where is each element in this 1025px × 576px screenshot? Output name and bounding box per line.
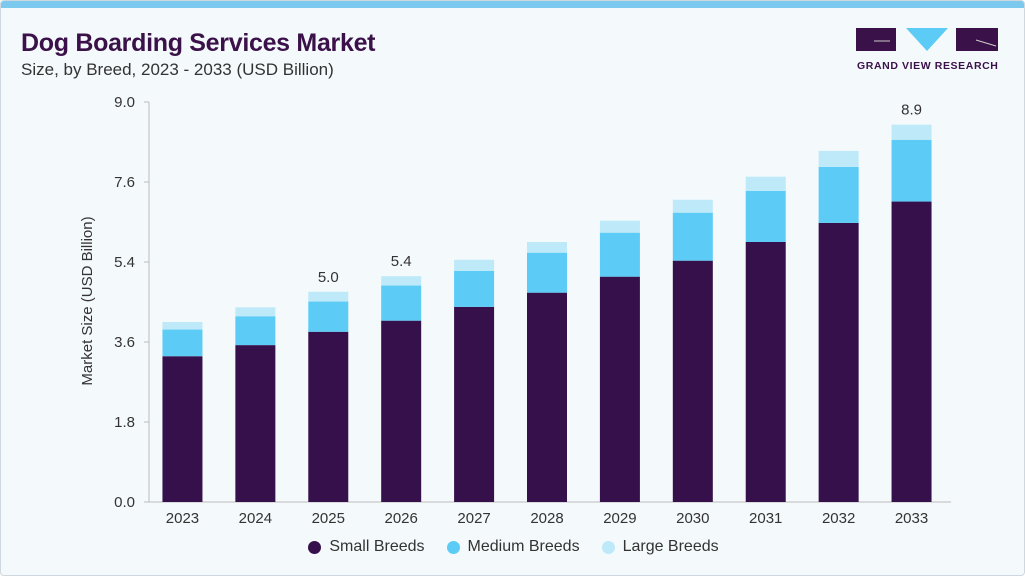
bar-large-breeds bbox=[454, 259, 495, 271]
y-tick-label: 5.4 bbox=[114, 254, 135, 271]
bar-small-breeds bbox=[381, 320, 422, 502]
y-tick-label: 0.0 bbox=[114, 494, 135, 511]
legend-swatch bbox=[308, 540, 322, 554]
bar-medium-breeds bbox=[672, 212, 713, 261]
bar-small-breeds bbox=[308, 331, 349, 502]
y-tick-label: 7.6 bbox=[114, 174, 135, 191]
bar-large-breeds bbox=[162, 322, 203, 330]
y-tick-label: 9.0 bbox=[114, 94, 135, 111]
bar-large-breeds bbox=[818, 150, 859, 167]
bar-medium-breeds bbox=[235, 316, 276, 346]
bar-medium-breeds bbox=[745, 190, 786, 242]
bar-large-breeds bbox=[308, 291, 349, 302]
bar-small-breeds bbox=[454, 306, 495, 502]
legend-label: Small Breeds bbox=[329, 538, 425, 555]
bar-small-breeds bbox=[745, 242, 786, 502]
legend-item: Small Breeds bbox=[308, 538, 425, 556]
y-tick-label: 1.8 bbox=[114, 414, 135, 431]
x-tick-label: 2033 bbox=[895, 510, 928, 527]
bar-large-breeds bbox=[381, 276, 422, 286]
bar-small-breeds bbox=[162, 356, 203, 502]
chart-title: Dog Boarding Services Market bbox=[21, 29, 376, 57]
x-tick-label: 2028 bbox=[530, 510, 563, 527]
bar-medium-breeds bbox=[599, 232, 640, 277]
x-tick-label: 2030 bbox=[676, 510, 709, 527]
bar-medium-breeds bbox=[891, 139, 932, 202]
logo-text: GRAND VIEW RESEARCH bbox=[857, 60, 999, 72]
x-tick-label: 2025 bbox=[312, 510, 345, 527]
bar-small-breeds bbox=[527, 292, 567, 502]
data-label: 8.9 bbox=[901, 102, 922, 119]
bar-large-breeds bbox=[672, 199, 713, 213]
bar-small-breeds bbox=[891, 201, 932, 503]
bar-large-breeds bbox=[235, 307, 276, 317]
bar-small-breeds bbox=[235, 345, 276, 502]
bar-large-breeds bbox=[745, 176, 786, 191]
chart-subtitle: Size, by Breed, 2023 - 2033 (USD Billion… bbox=[21, 60, 334, 79]
bar-large-breeds bbox=[891, 124, 932, 140]
data-label: 5.4 bbox=[391, 253, 412, 270]
legend-label: Medium Breeds bbox=[467, 538, 580, 555]
top-accent-bar bbox=[1, 1, 1024, 8]
x-tick-label: 2026 bbox=[384, 510, 417, 527]
legend-swatch bbox=[446, 540, 460, 554]
bar-small-breeds bbox=[672, 260, 713, 502]
y-tick-label: 3.6 bbox=[114, 334, 135, 351]
x-tick-label: 2029 bbox=[603, 510, 636, 527]
bar-small-breeds bbox=[599, 276, 640, 502]
grand-view-research-logo bbox=[856, 28, 998, 51]
legend: Small Breeds Medium Breeds Large Breeds bbox=[1, 538, 1024, 556]
bar-medium-breeds bbox=[454, 270, 495, 307]
data-label: 5.0 bbox=[318, 269, 339, 286]
x-tick-label: 2024 bbox=[239, 510, 272, 527]
legend-item: Large Breeds bbox=[601, 538, 719, 556]
legend-label: Large Breeds bbox=[622, 538, 719, 555]
x-tick-label: 2031 bbox=[749, 510, 782, 527]
x-tick-label: 2027 bbox=[457, 510, 490, 527]
bar-medium-breeds bbox=[818, 166, 859, 223]
x-tick-label: 2032 bbox=[822, 510, 855, 527]
legend-swatch bbox=[601, 540, 615, 554]
y-axis-label: Market Size (USD Billion) bbox=[79, 216, 96, 385]
bar-small-breeds bbox=[818, 222, 859, 502]
bar-large-breeds bbox=[527, 242, 567, 253]
x-tick-label: 2023 bbox=[166, 510, 199, 527]
bar-medium-breeds bbox=[527, 252, 567, 293]
legend-item: Medium Breeds bbox=[446, 538, 580, 556]
bar-large-breeds bbox=[599, 220, 640, 233]
bar-medium-breeds bbox=[162, 329, 203, 357]
bar-medium-breeds bbox=[381, 285, 422, 321]
bar-medium-breeds bbox=[308, 301, 349, 332]
